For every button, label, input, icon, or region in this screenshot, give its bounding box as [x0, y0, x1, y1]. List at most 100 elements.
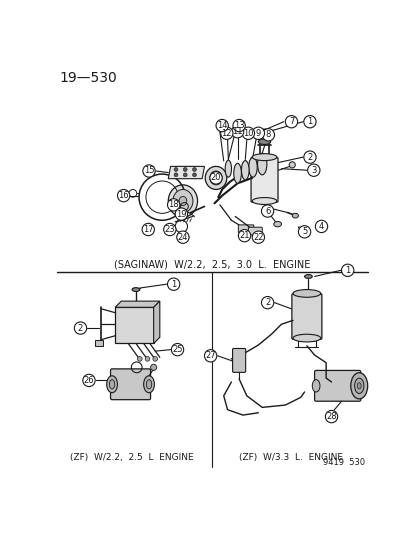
Ellipse shape: [311, 379, 319, 392]
Text: 18: 18: [168, 200, 178, 209]
Ellipse shape: [179, 196, 186, 206]
Text: 1: 1: [306, 117, 312, 126]
Polygon shape: [115, 301, 159, 308]
Circle shape: [83, 374, 95, 386]
Text: 17: 17: [142, 225, 153, 234]
Text: 19: 19: [176, 209, 186, 219]
Text: 15: 15: [143, 166, 154, 175]
Ellipse shape: [173, 189, 192, 213]
Text: 7: 7: [288, 117, 294, 126]
Text: 21: 21: [239, 231, 249, 240]
Text: 11: 11: [232, 127, 242, 136]
Circle shape: [175, 208, 187, 220]
Text: 19—530: 19—530: [59, 71, 116, 85]
Ellipse shape: [252, 154, 276, 160]
Text: 10: 10: [242, 129, 253, 138]
Text: 9419  530: 9419 530: [322, 458, 364, 467]
Circle shape: [183, 173, 187, 177]
Text: 13: 13: [233, 121, 244, 130]
FancyBboxPatch shape: [232, 349, 245, 373]
Circle shape: [152, 357, 157, 361]
Circle shape: [238, 230, 250, 242]
Ellipse shape: [205, 166, 226, 189]
Ellipse shape: [292, 334, 320, 342]
Circle shape: [171, 343, 183, 356]
Circle shape: [204, 350, 216, 362]
Text: 1: 1: [344, 266, 349, 275]
Circle shape: [173, 173, 178, 177]
Text: (SAGINAW)  W/2.2,  2.5,  3.0  L.  ENGINE: (SAGINAW) W/2.2, 2.5, 3.0 L. ENGINE: [114, 260, 310, 270]
Text: (ZF)  W/3.3  L.  ENGINE: (ZF) W/3.3 L. ENGINE: [239, 453, 343, 462]
Circle shape: [261, 296, 273, 309]
Text: 12: 12: [221, 129, 232, 138]
Text: 14: 14: [216, 121, 227, 130]
Text: 5: 5: [301, 227, 306, 236]
Ellipse shape: [252, 198, 276, 205]
Ellipse shape: [213, 175, 218, 181]
Circle shape: [142, 223, 154, 236]
Circle shape: [150, 364, 157, 370]
Text: 8: 8: [265, 130, 271, 139]
Circle shape: [307, 164, 319, 176]
Ellipse shape: [146, 379, 151, 389]
Text: 26: 26: [83, 376, 94, 385]
Circle shape: [303, 116, 316, 128]
Text: 1: 1: [171, 280, 176, 289]
Ellipse shape: [241, 160, 249, 180]
Ellipse shape: [356, 383, 360, 389]
Ellipse shape: [260, 129, 268, 133]
Circle shape: [74, 322, 86, 334]
Circle shape: [298, 225, 310, 238]
Circle shape: [216, 119, 228, 132]
Circle shape: [167, 278, 179, 290]
Ellipse shape: [109, 379, 114, 389]
Circle shape: [341, 264, 353, 277]
Polygon shape: [115, 308, 153, 343]
Circle shape: [261, 205, 273, 217]
Text: 27: 27: [205, 351, 216, 360]
Text: 6: 6: [264, 206, 270, 215]
Circle shape: [288, 161, 294, 168]
Text: 16: 16: [118, 191, 128, 200]
Circle shape: [173, 167, 178, 172]
Text: 20: 20: [210, 173, 221, 182]
Polygon shape: [153, 301, 159, 343]
Text: 25: 25: [172, 345, 182, 354]
Ellipse shape: [273, 221, 281, 227]
Circle shape: [261, 128, 274, 141]
Text: 24: 24: [177, 233, 188, 241]
Circle shape: [167, 199, 179, 211]
Polygon shape: [168, 166, 204, 179]
Ellipse shape: [258, 139, 270, 144]
Ellipse shape: [143, 376, 154, 393]
Circle shape: [192, 173, 196, 177]
Circle shape: [209, 172, 222, 184]
Circle shape: [233, 119, 244, 132]
Text: (ZF)  W/2.2,  2.5  L  ENGINE: (ZF) W/2.2, 2.5 L ENGINE: [70, 453, 193, 462]
Circle shape: [285, 116, 297, 128]
FancyBboxPatch shape: [314, 370, 360, 401]
Circle shape: [117, 189, 129, 202]
Circle shape: [183, 167, 187, 172]
Circle shape: [242, 127, 254, 140]
Circle shape: [252, 231, 264, 244]
Text: 23: 23: [164, 225, 175, 234]
Ellipse shape: [292, 213, 298, 218]
Text: 9: 9: [255, 129, 260, 138]
FancyBboxPatch shape: [238, 225, 253, 232]
Ellipse shape: [209, 171, 222, 185]
Text: 28: 28: [325, 412, 336, 421]
Ellipse shape: [233, 163, 241, 183]
Circle shape: [303, 151, 316, 163]
Circle shape: [142, 165, 155, 177]
Circle shape: [325, 410, 337, 423]
Circle shape: [315, 220, 327, 232]
FancyBboxPatch shape: [250, 158, 278, 202]
Ellipse shape: [354, 378, 363, 393]
Text: 4: 4: [318, 222, 323, 231]
Ellipse shape: [292, 289, 320, 297]
Circle shape: [163, 223, 176, 236]
Ellipse shape: [350, 373, 367, 399]
Ellipse shape: [257, 154, 266, 175]
Ellipse shape: [304, 274, 311, 278]
